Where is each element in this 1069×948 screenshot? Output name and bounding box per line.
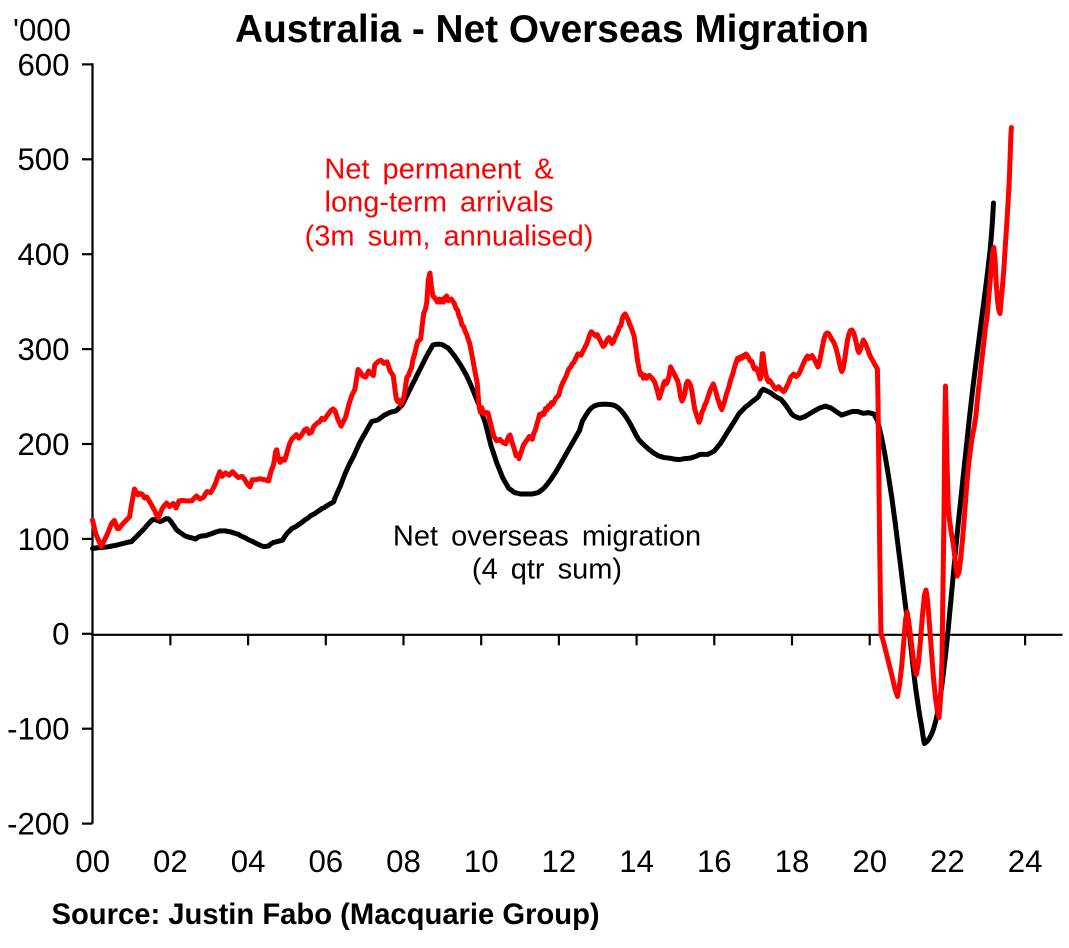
- svg-text:24: 24: [1008, 844, 1043, 879]
- svg-text:Source: Justin Fabo (Macquarie: Source: Justin Fabo (Macquarie Group): [52, 899, 600, 931]
- svg-text:(4 qtr sum): (4 qtr sum): [472, 554, 622, 586]
- svg-text:Australia - Net Overseas Migra: Australia - Net Overseas Migration: [235, 8, 869, 51]
- svg-text:300: 300: [17, 332, 69, 367]
- svg-text:-200: -200: [7, 807, 69, 842]
- svg-text:20: 20: [852, 844, 887, 879]
- svg-text:12: 12: [542, 844, 577, 879]
- svg-text:00: 00: [75, 844, 110, 879]
- svg-text:100: 100: [17, 522, 69, 557]
- svg-text:0: 0: [52, 617, 69, 652]
- svg-text:long-term arrivals: long-term arrivals: [325, 187, 554, 219]
- svg-text:10: 10: [464, 844, 499, 879]
- svg-text:400: 400: [17, 237, 69, 272]
- svg-text:14: 14: [619, 844, 654, 879]
- svg-text:500: 500: [17, 142, 69, 177]
- svg-text:16: 16: [697, 844, 732, 879]
- svg-text:06: 06: [308, 844, 343, 879]
- svg-text:600: 600: [17, 47, 69, 82]
- svg-text:Net permanent &: Net permanent &: [324, 154, 553, 186]
- svg-text:22: 22: [930, 844, 965, 879]
- svg-text:'000: '000: [13, 12, 71, 47]
- svg-text:04: 04: [231, 844, 266, 879]
- svg-text:08: 08: [386, 844, 421, 879]
- svg-text:02: 02: [153, 844, 188, 879]
- svg-text:-100: -100: [7, 712, 69, 747]
- svg-text:18: 18: [775, 844, 810, 879]
- svg-text:(3m sum, annualised): (3m sum, annualised): [305, 221, 594, 253]
- svg-text:Net overseas migration: Net overseas migration: [393, 521, 701, 553]
- svg-text:200: 200: [17, 427, 69, 462]
